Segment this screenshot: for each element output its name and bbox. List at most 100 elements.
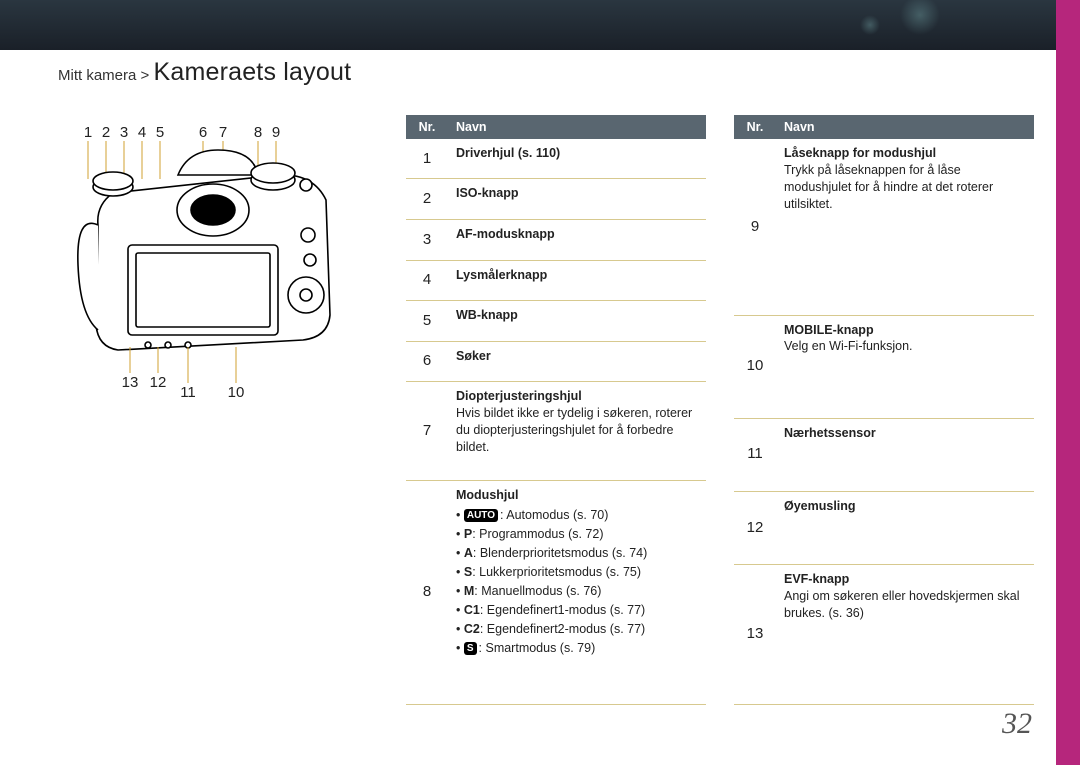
mode-symbol: C2 [464,622,480,636]
row-nr: 2 [406,179,448,220]
row-title: ISO-knapp [456,185,698,202]
row-content: ModushjulAUTO: Automodus (s. 70)P: Progr… [448,480,706,705]
table-row: 10 MOBILE-knappVelg en Wi-Fi-funksjon. [734,315,1034,418]
header-bar [0,0,1080,50]
row-content: AF-modusknapp [448,220,706,261]
mode-label: : Egendefinert2-modus (s. 77) [480,622,645,636]
row-title: Lysmålerknapp [456,267,698,284]
mode-label: : Egendefinert1-modus (s. 77) [480,603,645,617]
table-row: 8ModushjulAUTO: Automodus (s. 70)P: Prog… [406,480,706,705]
mode-item: A: Blenderprioritetsmodus (s. 74) [456,544,698,563]
row-nr: 13 [734,564,776,704]
row-title: Modushjul [456,487,698,504]
parts-table-left: Nr. Navn 1 Driverhjul (s. 110) 2 ISO-knapp 3… [406,115,706,705]
table-row: 2 ISO-knapp [406,179,706,220]
row-content: Øyemusling [776,491,1034,564]
row-nr: 4 [406,260,448,301]
th-nr: Nr. [734,115,776,139]
side-color-strip [1056,0,1080,765]
row-title: Driverhjul (s. 110) [456,145,698,162]
row-nr: 5 [406,301,448,342]
table-row: 13EVF-knappAngi om søkeren eller hovedsk… [734,564,1034,704]
tables-wrap: Nr. Navn 1 Driverhjul (s. 110) 2 ISO-knapp 3… [406,115,1034,705]
svg-text:11: 11 [180,384,196,401]
mode-icon: S [464,642,477,655]
row-title: Låseknapp for modushjul [784,145,1026,162]
row-content: Nærhetssensor [776,418,1034,491]
mode-symbol: P [464,527,472,541]
page-number: 32 [1002,707,1032,741]
camera-svg: 123456789 [58,115,358,405]
table-row: 1 Driverhjul (s. 110) [406,139,706,179]
mode-symbol: M [464,584,474,598]
row-content: WB-knapp [448,301,706,342]
row-title: WB-knapp [456,307,698,324]
row-title: AF-modusknapp [456,226,698,243]
row-nr: 3 [406,220,448,261]
row-nr: 10 [734,315,776,418]
svg-text:6: 6 [199,124,207,141]
row-nr: 11 [734,418,776,491]
svg-text:1: 1 [84,124,92,141]
row-title: Søker [456,348,698,365]
parts-table-right: Nr. Navn 9Låseknapp for modushjulTrykk p… [734,115,1034,705]
svg-text:13: 13 [122,374,139,391]
row-nr: 1 [406,139,448,179]
mode-item: C1: Egendefinert1-modus (s. 77) [456,601,698,620]
svg-text:2: 2 [102,124,110,141]
table-row: 7DiopterjusteringshjulHvis bildet ikke e… [406,382,706,480]
content-area: 123456789 [58,115,1022,705]
breadcrumb-sep: > [141,67,150,84]
svg-text:7: 7 [219,124,227,141]
page-title: Kameraets layout [153,58,351,86]
row-content: Søker [448,341,706,382]
breadcrumb-section: Mitt kamera [58,67,136,84]
row-content: ISO-knapp [448,179,706,220]
row-desc: Trykk på låseknappen for å låse modushju… [784,162,1026,213]
mode-item: C2: Egendefinert2-modus (s. 77) [456,620,698,639]
mode-label: : Programmodus (s. 72) [472,527,603,541]
svg-text:5: 5 [156,124,164,141]
row-nr: 12 [734,491,776,564]
table-row: 3 AF-modusknapp [406,220,706,261]
mode-label: : Manuellmodus (s. 76) [474,584,601,598]
mode-item: AUTO: Automodus (s. 70) [456,506,698,525]
mode-item: S: Lukkerprioritetsmodus (s. 75) [456,563,698,582]
svg-text:12: 12 [150,374,167,391]
mode-icon: AUTO [464,509,498,522]
mode-list: AUTO: Automodus (s. 70)P: Programmodus (… [456,506,698,657]
mode-item: M: Manuellmodus (s. 76) [456,582,698,601]
mode-label: : Lukkerprioritetsmodus (s. 75) [472,565,641,579]
row-nr: 6 [406,341,448,382]
svg-text:8: 8 [254,124,262,141]
mode-item: P: Programmodus (s. 72) [456,525,698,544]
row-title: MOBILE-knapp [784,322,1026,339]
row-title: EVF-knapp [784,571,1026,588]
mode-symbol: C1 [464,603,480,617]
row-content: EVF-knappAngi om søkeren eller hovedskje… [776,564,1034,704]
table-row: 11 Nærhetssensor [734,418,1034,491]
mode-label: : Blenderprioritetsmodus (s. 74) [473,546,647,560]
svg-text:4: 4 [138,124,146,141]
row-desc: Angi om søkeren eller hovedskjermen skal… [784,588,1026,622]
row-desc: Hvis bildet ikke er tydelig i søkeren, r… [456,405,698,456]
row-content: Låseknapp for modushjulTrykk på låseknap… [776,139,1034,315]
row-title: Diopterjusteringshjul [456,388,698,405]
table-row: 5 WB-knapp [406,301,706,342]
row-desc: Velg en Wi-Fi-funksjon. [784,338,1026,355]
table-row: 6 Søker [406,341,706,382]
row-content: DiopterjusteringshjulHvis bildet ikke er… [448,382,706,480]
breadcrumb: Mitt kamera > Kameraets layout [58,58,351,87]
row-title: Nærhetssensor [784,425,1026,442]
svg-text:3: 3 [120,124,128,141]
mode-symbol: S [464,565,472,579]
row-content: Driverhjul (s. 110) [448,139,706,179]
row-nr: 7 [406,382,448,480]
mode-symbol: A [464,546,473,560]
mode-item: S: Smartmodus (s. 79) [456,639,698,658]
svg-text:9: 9 [272,124,280,141]
mode-label: : Automodus (s. 70) [500,508,608,522]
th-name: Navn [448,115,706,139]
table-row: 12Øyemusling [734,491,1034,564]
th-nr: Nr. [406,115,448,139]
